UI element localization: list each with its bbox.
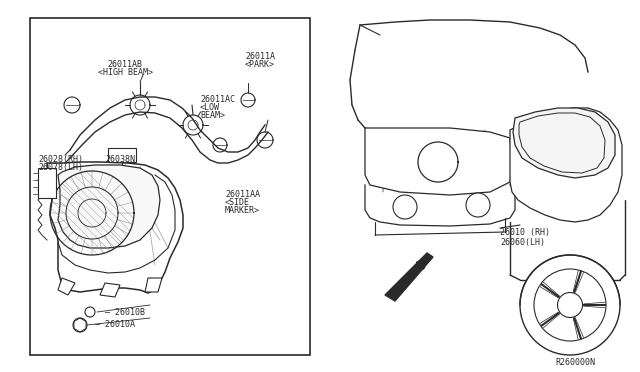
Circle shape [557, 292, 582, 317]
Text: 26038N: 26038N [105, 155, 135, 164]
Text: <PARK>: <PARK> [245, 60, 275, 69]
Polygon shape [145, 278, 162, 292]
Circle shape [466, 193, 490, 217]
Text: 26078(LH): 26078(LH) [38, 163, 83, 172]
Circle shape [520, 255, 620, 355]
Circle shape [393, 195, 417, 219]
Text: <LOW: <LOW [200, 103, 220, 112]
Circle shape [85, 307, 95, 317]
Polygon shape [58, 278, 75, 295]
Bar [108, 148, 136, 162]
Text: MARKER>: MARKER> [225, 206, 260, 215]
Text: — 26010A: — 26010A [95, 320, 135, 329]
Circle shape [73, 318, 87, 332]
Text: 26011AB: 26011AB [108, 60, 143, 69]
Text: — 26010B: — 26010B [105, 308, 145, 317]
Text: R260000N: R260000N [555, 358, 595, 367]
Text: 26011A: 26011A [245, 52, 275, 61]
Text: <SIDE: <SIDE [225, 198, 250, 207]
Bar [38, 168, 56, 198]
Text: 26010 (RH): 26010 (RH) [500, 228, 550, 237]
Bar [30, 18, 310, 355]
Polygon shape [47, 162, 183, 293]
Text: 26060(LH): 26060(LH) [500, 238, 545, 247]
Text: 26011AA: 26011AA [225, 190, 260, 199]
Polygon shape [100, 283, 120, 297]
Text: 26028(RH): 26028(RH) [38, 155, 83, 164]
Text: BEAM>: BEAM> [200, 111, 225, 120]
Polygon shape [513, 108, 615, 178]
Polygon shape [385, 253, 433, 301]
Polygon shape [365, 128, 512, 195]
Text: <HIGH BEAM>: <HIGH BEAM> [97, 68, 152, 77]
Polygon shape [58, 165, 160, 248]
Text: 26011AC: 26011AC [200, 95, 235, 104]
Circle shape [534, 269, 606, 341]
Polygon shape [510, 108, 622, 222]
